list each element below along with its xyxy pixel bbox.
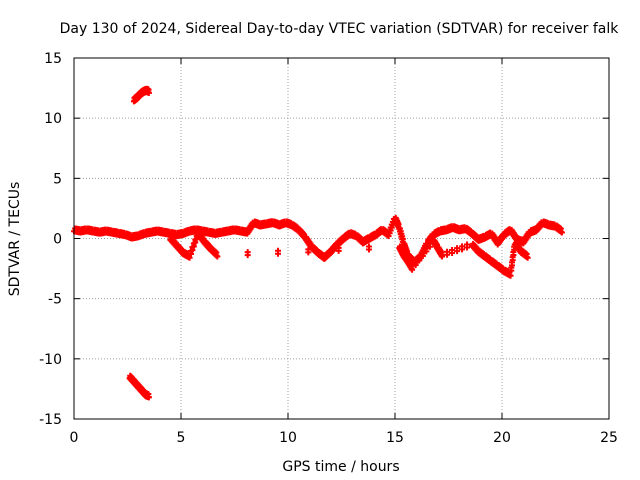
y-tick-label: 5 bbox=[53, 171, 62, 187]
y-tick-label: -5 bbox=[48, 292, 62, 308]
chart-title: Day 130 of 2024, Sidereal Day-to-day VTE… bbox=[60, 21, 620, 37]
data-point bbox=[524, 254, 531, 261]
data-point bbox=[507, 272, 514, 279]
data-point bbox=[409, 266, 416, 273]
y-tick-label: 15 bbox=[44, 51, 62, 67]
axis-ticks: 0 5 10 15 20 25 -15 -10 -5 0 5 10 15 bbox=[39, 51, 618, 446]
y-tick-label: -15 bbox=[39, 412, 62, 428]
data-point-interp bbox=[423, 245, 430, 252]
data-point bbox=[145, 394, 152, 401]
data-point bbox=[558, 229, 565, 236]
x-tick-label: 20 bbox=[493, 430, 511, 446]
data-point-interp bbox=[557, 225, 564, 232]
y-tick-label: 0 bbox=[53, 232, 62, 248]
data-point-interp bbox=[444, 248, 451, 255]
data-points bbox=[71, 85, 565, 401]
data-point-interp bbox=[454, 245, 461, 252]
data-point-interp bbox=[523, 250, 530, 257]
data-point-interp bbox=[335, 244, 342, 251]
y-tick-label: 10 bbox=[44, 111, 62, 127]
data-point-interp bbox=[244, 249, 251, 256]
data-point-interp bbox=[459, 243, 466, 250]
x-tick-label: 15 bbox=[386, 430, 404, 446]
data-point-interp bbox=[412, 259, 419, 266]
x-tick-label: 5 bbox=[177, 430, 186, 446]
data-point-interp bbox=[449, 246, 456, 253]
data-point-interp bbox=[365, 243, 372, 250]
plot-frame bbox=[73, 57, 610, 420]
data-point-interp bbox=[464, 241, 471, 248]
data-point-interp bbox=[419, 249, 426, 256]
data-point bbox=[439, 253, 446, 260]
data-point bbox=[186, 254, 193, 261]
data-point-interp bbox=[416, 254, 423, 261]
y-axis-label: SDTVAR / TECUs bbox=[7, 182, 23, 297]
x-axis-label: GPS time / hours bbox=[282, 459, 399, 475]
data-point-interp bbox=[275, 247, 282, 254]
data-point bbox=[214, 253, 221, 260]
y-tick-label: -10 bbox=[39, 352, 62, 368]
x-tick-label: 0 bbox=[70, 430, 79, 446]
data-point-interp bbox=[305, 246, 312, 253]
x-tick-label: 25 bbox=[600, 430, 618, 446]
data-point bbox=[145, 89, 152, 96]
x-tick-label: 10 bbox=[279, 430, 297, 446]
data-point-interp bbox=[213, 249, 220, 256]
data-point-interp bbox=[399, 235, 406, 242]
